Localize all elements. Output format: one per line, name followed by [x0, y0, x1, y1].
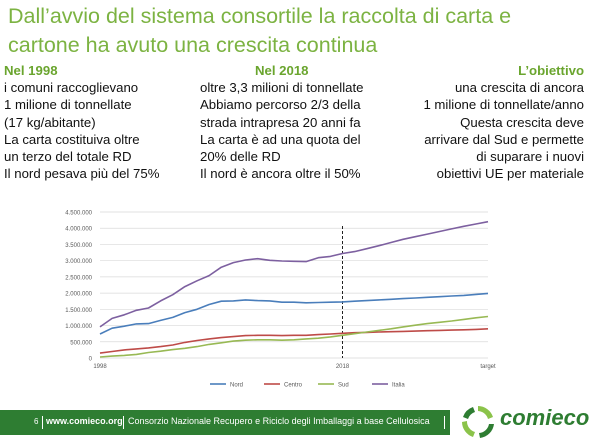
column-heading: Nel 1998 [4, 63, 58, 78]
y-tick-label: 3.000.000 [65, 259, 92, 265]
page-number: 6 [34, 417, 39, 426]
column-line: Il nord è ancora oltre il 50% [200, 166, 361, 182]
column-line: obiettivi UE per materiale [436, 166, 584, 182]
column-1998: Nel 1998 i comuni raccoglievano 1 milion… [4, 62, 159, 182]
column-line: Abbiamo percorso 2/3 della [200, 97, 361, 113]
y-tick-label: 0 [89, 357, 93, 363]
column-line: La carta è ad una quota del [200, 131, 361, 147]
series-line-nord [99, 292, 489, 335]
column-line: La carta costituiva oltre [4, 131, 140, 147]
column-obiettivo: L’obiettivo una crescita di ancora 1 mil… [423, 62, 584, 182]
collection-line-chart: 0 500.000 1.000.000 1.500.000 2.000.000 2.500… [65, 211, 496, 389]
legend-label: Centro [284, 383, 303, 389]
y-tick-label: 4.500.000 [65, 211, 92, 217]
y-tick-label: 2.000.000 [65, 292, 92, 298]
y-tick-label: 2.500.000 [65, 275, 92, 281]
y-tick-label: 1.000.000 [65, 324, 92, 330]
y-tick-label: 1.500.000 [65, 308, 92, 314]
footer-bar: 6 www.comieco.org Consorzio Nazionale Re… [0, 410, 450, 435]
footer-divider [42, 416, 43, 429]
recycle-arrows-icon [462, 406, 494, 438]
column-heading: Nel 2018 [254, 63, 309, 78]
column-line: (17 kg/abitante) [4, 114, 96, 130]
column-line: Il nord pesava più del 75% [4, 166, 160, 182]
y-tick-label: 4.000.000 [65, 227, 92, 233]
legend-label: Nord [230, 383, 243, 389]
column-line: i comuni raccoglievano [4, 80, 139, 96]
footer-divider [444, 416, 445, 429]
x-tick-label: 2018 [336, 364, 350, 370]
y-tick-label: 3.500.000 [65, 243, 92, 249]
y-tick-label: 500.000 [70, 340, 92, 346]
column-line: 20% delle RD [200, 149, 281, 165]
column-line: una crescita di ancora [454, 80, 584, 96]
x-tick-label: target [480, 364, 496, 370]
column-line: di suparare i nuovi [476, 149, 584, 165]
footer-url-link[interactable]: www.comieco.org [46, 416, 123, 426]
series-line-centro [99, 328, 489, 354]
column-line: un terzo del totale RD [4, 149, 132, 165]
column-heading: L’obiettivo [518, 63, 584, 78]
legend-label: Sud [338, 383, 349, 389]
series-line-italia [99, 220, 489, 328]
series-line-sud [99, 315, 489, 358]
column-2018: Nel 2018 oltre 3,3 milioni di tonnellate… [200, 62, 363, 182]
column-line: strada intrapresa 20 anni fa [200, 114, 361, 130]
column-line: arrivare dal Sud e permette [424, 131, 584, 147]
x-tick-label: 1998 [93, 364, 107, 370]
footer-description: Consorzio Nazionale Recupero e Riciclo d… [128, 416, 430, 426]
logo-text: comieco [500, 405, 590, 430]
column-line: 1 milione di tonnellate/anno [423, 97, 584, 113]
column-line: Questa crescita deve [460, 114, 584, 130]
column-line: 1 milione di tonnellate [4, 97, 132, 113]
footer-divider [123, 416, 124, 429]
column-line: oltre 3,3 milioni di tonnellate [200, 80, 364, 96]
page-title: Dall’avvio del sistema consortile la rac… [8, 4, 512, 57]
legend-label: Italia [392, 383, 405, 389]
